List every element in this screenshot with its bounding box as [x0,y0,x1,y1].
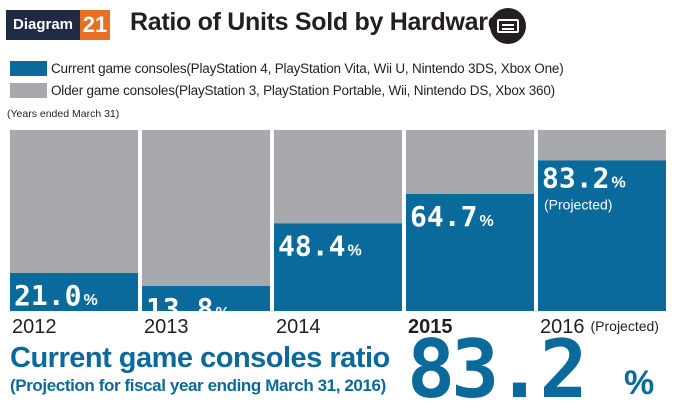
bar-current-2016 [538,160,666,311]
data-label-note-2016: (Projected) [544,196,612,212]
data-label-unit-2014: % [347,242,361,259]
bar-older-2012 [10,130,138,273]
data-label-2013: 13.8 [146,292,213,325]
legend-label-current: Current game consoles(PlayStation 4, Pla… [51,61,564,76]
diagram-badge-number: 21 [80,10,111,40]
data-label-unit-2013: % [215,305,229,322]
diagram-badge: Diagram 21 [6,10,111,40]
bar-older-2014 [274,130,402,224]
chart-title: Ratio of Units Sold by Hardware [130,8,502,36]
footer-title: Current game consoles ratio [10,342,390,374]
legend-item-older: Older game consoles(PlayStation 3, PlayS… [10,83,555,98]
bar-current-2013 [142,286,270,311]
bar-older-2015 [406,130,534,194]
bar-current-2012 [10,272,138,311]
bar-current-2014 [274,223,402,311]
data-label-unit-2015: % [479,213,493,230]
footer-value: 83.2 [407,323,588,408]
bar-older-2016 [538,130,666,161]
stacked-bar-chart: 21.0 % 2012 13.8 % 2013 48.4 % 2014 64.7 % 2015 83.2… [10,130,666,338]
fiscal-year-note: (Years ended March 31) [7,108,120,120]
x-tick-2014: 2014 [276,316,321,338]
bar-current-2015 [406,193,534,311]
footer-subtitle: (Projection for fiscal year ending March… [10,376,386,395]
data-label-2015: 64.7 [410,200,477,233]
x-tick-note-2016: (Projected) [591,318,659,334]
footer-unit: % [624,364,655,402]
legend-swatch-older [10,83,47,98]
x-tick-2012: 2012 [12,316,57,338]
legend-swatch-current [10,61,47,76]
x-tick-2016: 2016 [540,316,585,338]
bar-older-2013 [142,130,270,287]
data-label-2012: 21.0 [14,279,81,312]
data-label-2016: 83.2 [542,161,609,194]
game-console-icon [490,8,526,44]
data-label-unit-2012: % [83,292,97,309]
x-tick-2015: 2015 [408,316,453,338]
diagram-badge-word: Diagram [6,10,81,40]
legend-item-current: Current game consoles(PlayStation 4, Pla… [10,61,564,76]
legend-label-older: Older game consoles(PlayStation 3, PlayS… [51,83,555,98]
x-tick-2013: 2013 [144,316,189,338]
data-label-2014: 48.4 [278,229,345,262]
data-label-unit-2016: % [611,174,625,191]
